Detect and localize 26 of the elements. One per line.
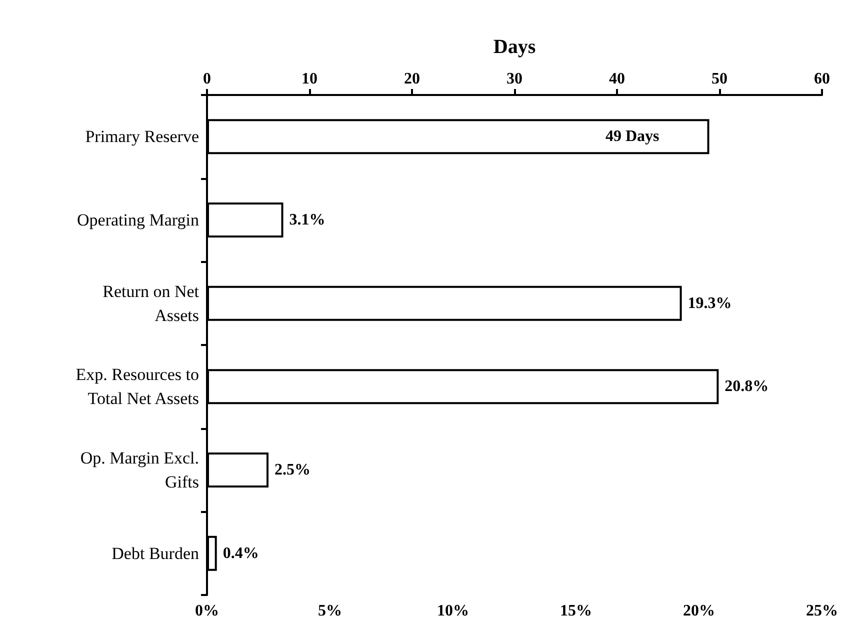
x-tick-label: 25% (806, 602, 838, 620)
data-label: 20.8% (724, 378, 769, 396)
data-label: 19.3% (688, 294, 732, 312)
x2-tick-label: 30 (506, 70, 522, 88)
y-tick-label: Exp. Resources to Total Net Assets (76, 365, 199, 408)
data-label: 2.5% (274, 462, 310, 478)
y-tick-label: Operating Margin (77, 210, 200, 230)
y-tick-label: Op. Margin Excl. Gifts (80, 448, 199, 492)
data-label: 3.1% (289, 212, 326, 228)
x2-tick-label: 50 (712, 70, 728, 88)
y-tick-label: Debt Burden (112, 544, 200, 563)
x-tick-label: 10% (437, 602, 469, 620)
y-tick-label: Primary Reserve (85, 127, 199, 146)
data-label: 0.4% (222, 544, 259, 562)
y-tick-label: Return on Net Assets (102, 282, 200, 325)
x2-tick-label: 60 (814, 70, 830, 88)
x2-axis-title: Days (493, 36, 536, 58)
x2-tick-label: 20 (404, 70, 420, 88)
x2-tick-label: 40 (609, 70, 625, 88)
x-tick-label: 15% (560, 602, 592, 620)
x-tick-label: 0% (195, 602, 219, 620)
x2-tick-label: 0 (203, 70, 211, 88)
x-tick-label: 20% (683, 602, 715, 620)
data-label: 49 Days (605, 128, 660, 146)
x2-tick-label: 10 (302, 70, 318, 88)
x-tick-label: 5% (318, 602, 342, 620)
